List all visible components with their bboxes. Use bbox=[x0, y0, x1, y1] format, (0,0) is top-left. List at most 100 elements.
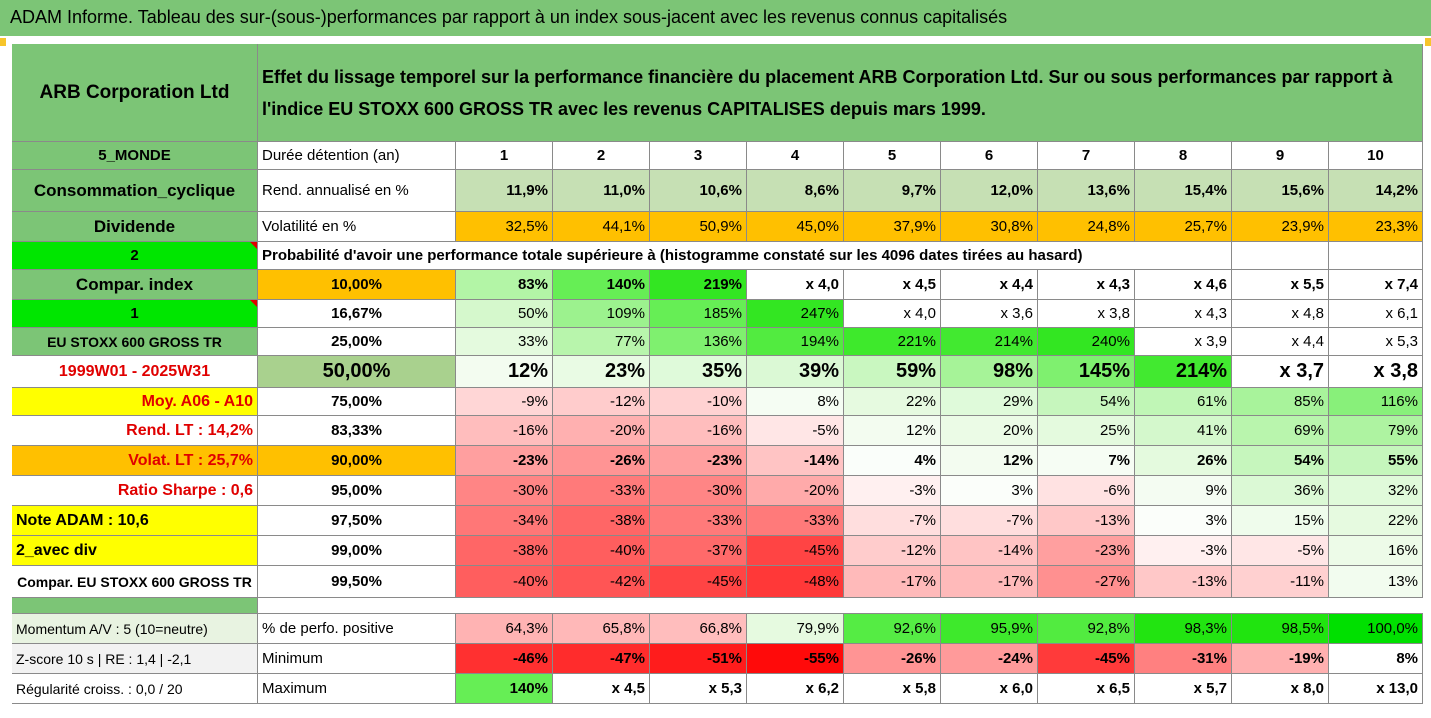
prob-value: 15% bbox=[1232, 506, 1329, 536]
prob-value: -9% bbox=[456, 388, 553, 416]
prob-value: 41% bbox=[1135, 416, 1232, 446]
prob-value: 9% bbox=[1135, 476, 1232, 506]
quantile-label: 99,00% bbox=[258, 536, 456, 566]
maximum-value: x 5,7 bbox=[1135, 674, 1232, 704]
prob-value: 12% bbox=[941, 446, 1038, 476]
prob-value: 59% bbox=[844, 356, 941, 388]
prob-value: x 5,3 bbox=[1329, 328, 1423, 356]
prob-value: 136% bbox=[650, 328, 747, 356]
pct-positive-label: % de perfo. positive bbox=[258, 614, 456, 644]
prob-value: -34% bbox=[456, 506, 553, 536]
rend-value: 8,6% bbox=[747, 170, 844, 212]
rend-value: 15,6% bbox=[1232, 170, 1329, 212]
prob-value: -5% bbox=[747, 416, 844, 446]
rend-value: 9,7% bbox=[844, 170, 941, 212]
left-label-sharpe: Ratio Sharpe : 0,6 bbox=[12, 476, 258, 506]
prob-value: -12% bbox=[553, 388, 650, 416]
prob-value: -7% bbox=[941, 506, 1038, 536]
prob-value: -33% bbox=[553, 476, 650, 506]
prob-value: 214% bbox=[1135, 356, 1232, 388]
prob-value: 54% bbox=[1038, 388, 1135, 416]
left-label-rend-lt: Rend. LT : 14,2% bbox=[12, 416, 258, 446]
prob-value: -48% bbox=[747, 566, 844, 598]
spacer-cell bbox=[258, 598, 456, 614]
prob-value: 85% bbox=[1232, 388, 1329, 416]
empty-cell bbox=[1329, 242, 1423, 270]
volat-value: 24,8% bbox=[1038, 212, 1135, 242]
corner-marker-right bbox=[1425, 38, 1431, 46]
zscore-label: Z-score 10 s | RE : 1,4 | -2,1 bbox=[12, 644, 258, 674]
prob-value: 4% bbox=[844, 446, 941, 476]
prob-value: x 3,8 bbox=[1038, 300, 1135, 328]
minimum-value: -51% bbox=[650, 644, 747, 674]
quantile-label: 10,00% bbox=[258, 270, 456, 300]
pct-positive-value: 66,8% bbox=[650, 614, 747, 644]
prob-value: -14% bbox=[941, 536, 1038, 566]
prob-value: 8% bbox=[747, 388, 844, 416]
prob-value: 13% bbox=[1329, 566, 1423, 598]
prob-value: x 7,4 bbox=[1329, 270, 1423, 300]
prob-value: 23% bbox=[553, 356, 650, 388]
prob-value: 16% bbox=[1329, 536, 1423, 566]
prob-value: x 3,6 bbox=[941, 300, 1038, 328]
quantile-label: 75,00% bbox=[258, 388, 456, 416]
pct-positive-value: 64,3% bbox=[456, 614, 553, 644]
rend-value: 11,9% bbox=[456, 170, 553, 212]
spacer-cell bbox=[941, 598, 1038, 614]
prob-value: 35% bbox=[650, 356, 747, 388]
dividend-label: Dividende bbox=[12, 212, 258, 242]
prob-value: x 4,3 bbox=[1038, 270, 1135, 300]
spacer-cell bbox=[12, 598, 258, 614]
company-name: ARB Corporation Ltd bbox=[12, 44, 258, 142]
prob-value: x 3,7 bbox=[1232, 356, 1329, 388]
year-header: 8 bbox=[1135, 142, 1232, 170]
performance-table: ARB Corporation Ltd Effet du lissage tem… bbox=[12, 44, 1423, 714]
quantile-label: 83,33% bbox=[258, 416, 456, 446]
prob-value: 36% bbox=[1232, 476, 1329, 506]
volat-value: 50,9% bbox=[650, 212, 747, 242]
rend-label: Rend. annualisé en % bbox=[258, 170, 456, 212]
prob-value: 214% bbox=[941, 328, 1038, 356]
prob-value: 240% bbox=[1038, 328, 1135, 356]
pct-positive-value: 95,9% bbox=[941, 614, 1038, 644]
maximum-value: x 6,5 bbox=[1038, 674, 1135, 704]
spacer-cell bbox=[456, 598, 553, 614]
prob-value: -13% bbox=[1038, 506, 1135, 536]
prob-value: 185% bbox=[650, 300, 747, 328]
rend-value: 11,0% bbox=[553, 170, 650, 212]
year-header: 6 bbox=[941, 142, 1038, 170]
spacer-cell bbox=[844, 598, 941, 614]
prob-value: 194% bbox=[747, 328, 844, 356]
prob-value: 69% bbox=[1232, 416, 1329, 446]
spacer-cell bbox=[1135, 598, 1232, 614]
volat-value: 45,0% bbox=[747, 212, 844, 242]
left-label-avec-div: 2_avec div bbox=[12, 536, 258, 566]
pct-positive-value: 100,0% bbox=[1329, 614, 1423, 644]
prob-value: 219% bbox=[650, 270, 747, 300]
maximum-value: x 13,0 bbox=[1329, 674, 1423, 704]
prob-value: -14% bbox=[747, 446, 844, 476]
duree-label: Durée détention (an) bbox=[258, 142, 456, 170]
left-label-compar-index: Compar. index bbox=[12, 270, 258, 300]
prob-value: x 5,5 bbox=[1232, 270, 1329, 300]
prob-value: 109% bbox=[553, 300, 650, 328]
prob-value: -3% bbox=[844, 476, 941, 506]
minimum-value: -46% bbox=[456, 644, 553, 674]
prob-value: -10% bbox=[650, 388, 747, 416]
prob-value: -38% bbox=[553, 506, 650, 536]
year-header: 4 bbox=[747, 142, 844, 170]
year-header: 3 bbox=[650, 142, 747, 170]
prob-value: -30% bbox=[650, 476, 747, 506]
prob-value: 83% bbox=[456, 270, 553, 300]
prob-value: -20% bbox=[747, 476, 844, 506]
prob-value: -40% bbox=[456, 566, 553, 598]
prob-value: -42% bbox=[553, 566, 650, 598]
spacer-cell bbox=[650, 598, 747, 614]
prob-value: -23% bbox=[456, 446, 553, 476]
prob-value: -45% bbox=[747, 536, 844, 566]
quantile-label: 16,67% bbox=[258, 300, 456, 328]
prob-value: 247% bbox=[747, 300, 844, 328]
description-line-1: Effet du lissage temporel sur la perform… bbox=[262, 66, 1393, 87]
rend-value: 15,4% bbox=[1135, 170, 1232, 212]
prob-value: x 4,3 bbox=[1135, 300, 1232, 328]
